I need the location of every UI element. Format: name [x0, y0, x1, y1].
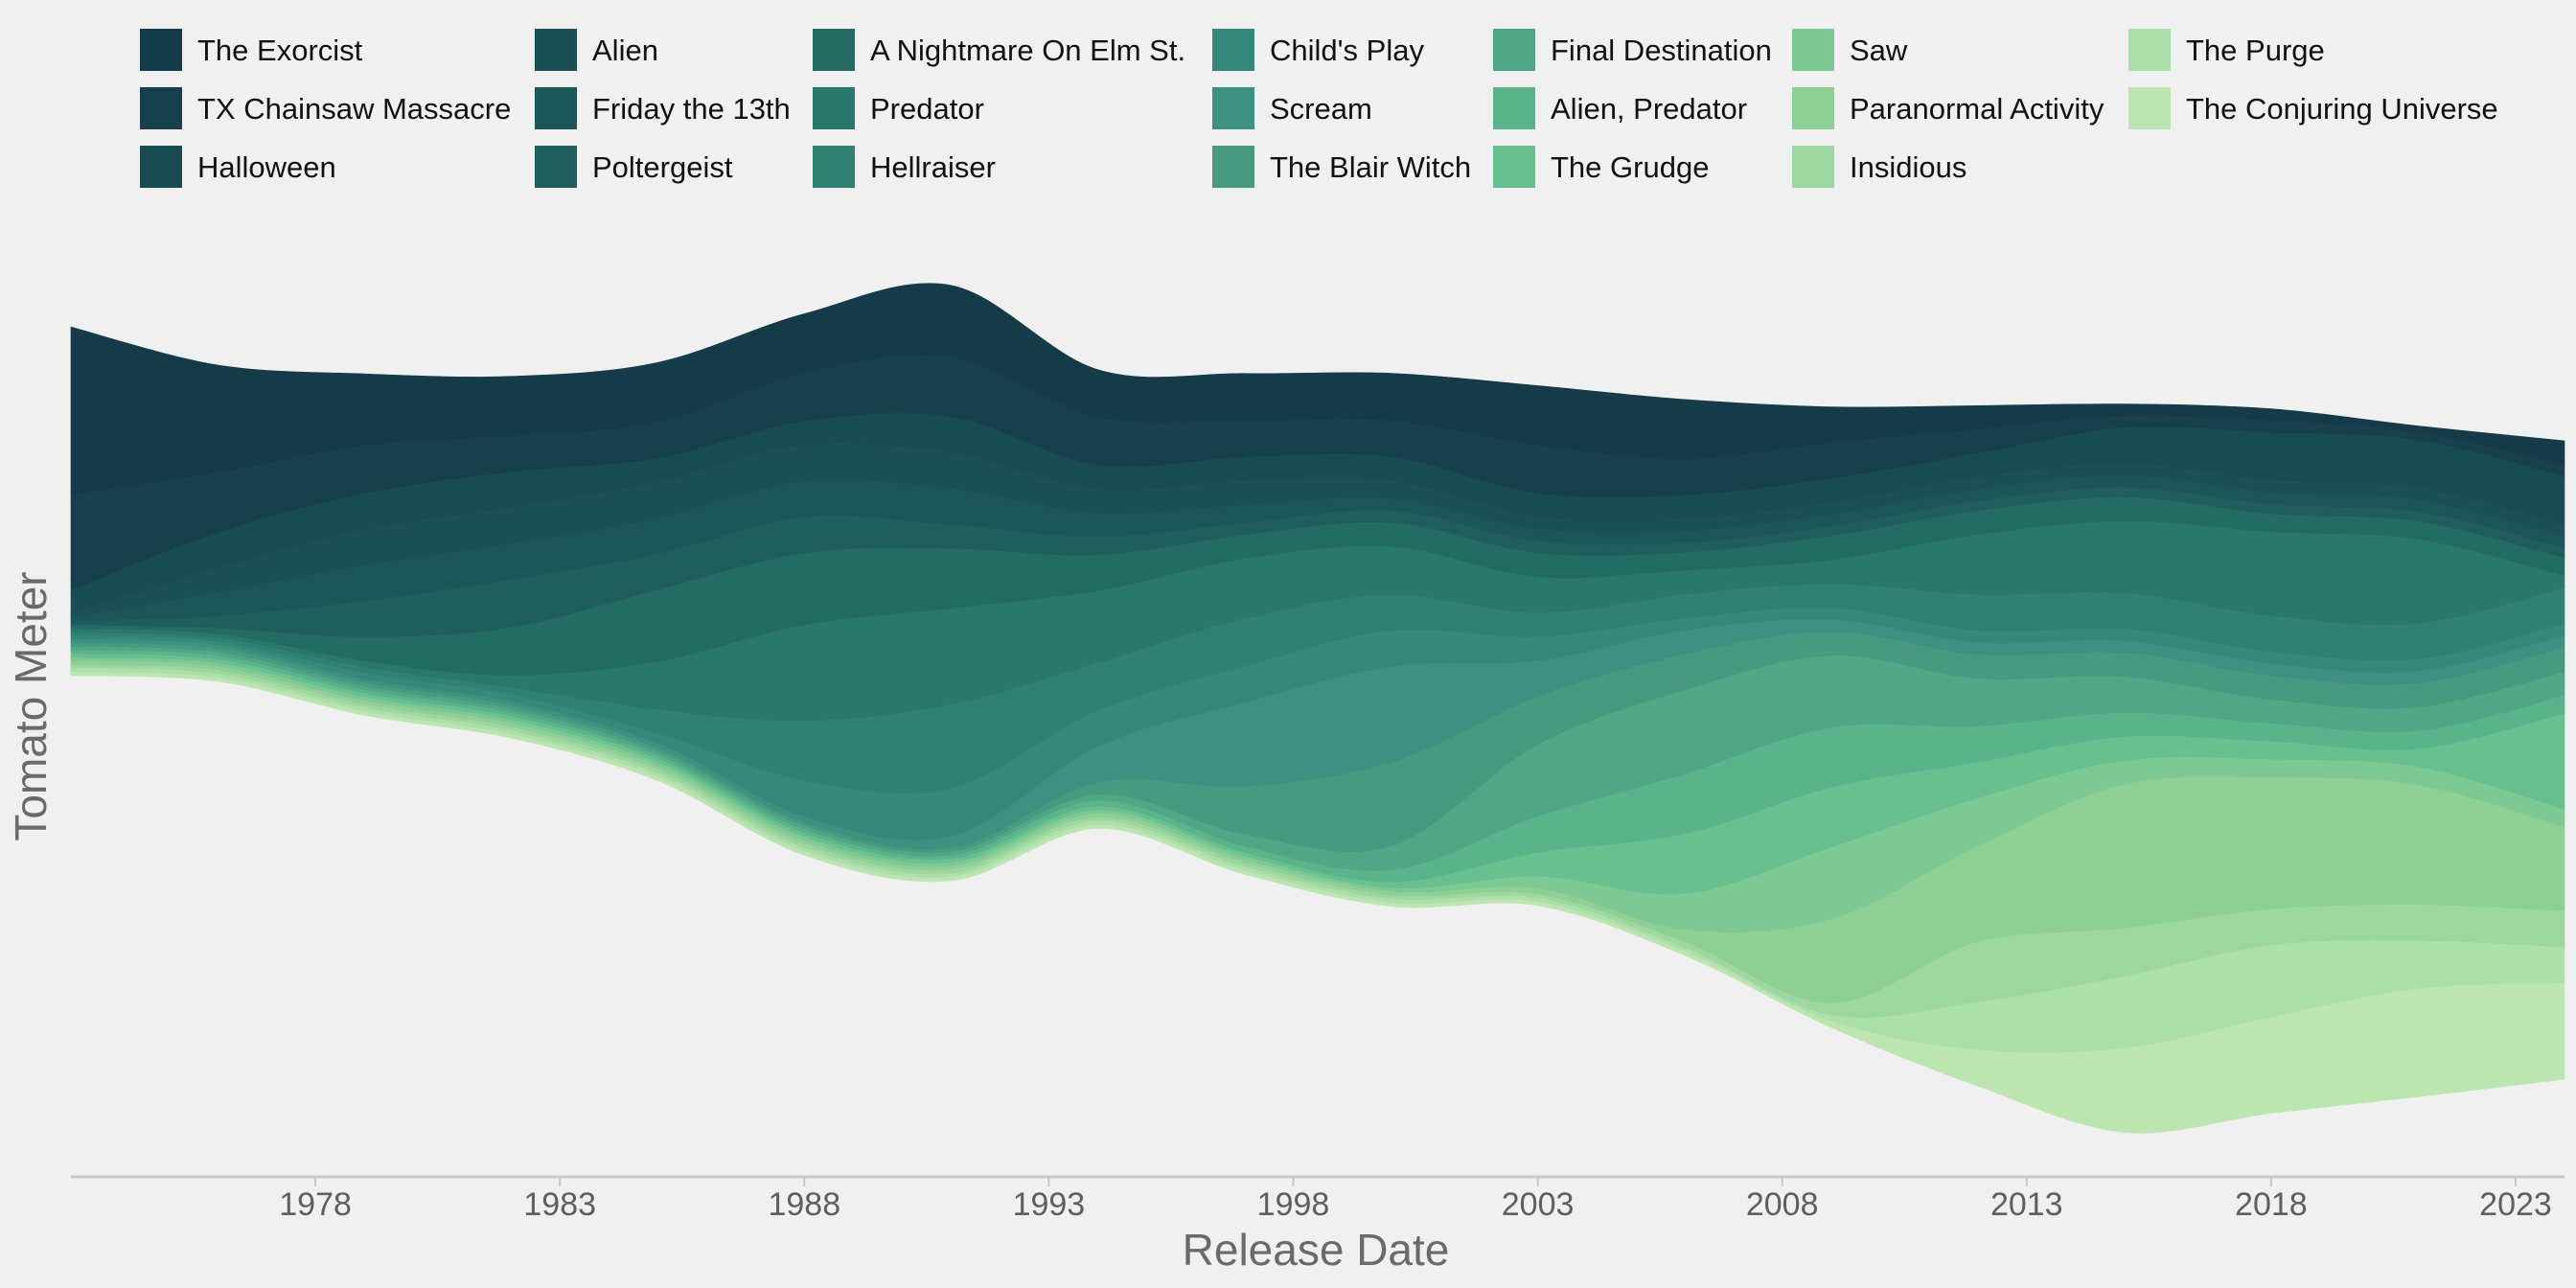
- legend-label: The Exorcist: [197, 34, 363, 67]
- legend-item: Final Destination: [1493, 29, 1772, 71]
- legend-swatch: [1792, 29, 1834, 71]
- legend-item: Child's Play: [1212, 29, 1424, 71]
- legend-item: Friday the 13th: [535, 87, 791, 129]
- legend-label: Saw: [1850, 34, 1908, 67]
- legend-swatch: [1212, 29, 1254, 71]
- legend-swatch: [140, 146, 182, 188]
- legend-label: The Blair Witch: [1270, 150, 1471, 184]
- legend-item: The Conjuring Universe: [2128, 87, 2498, 129]
- legend-swatch: [140, 87, 182, 129]
- legend-swatch: [140, 29, 182, 71]
- legend-swatch: [1493, 146, 1535, 188]
- legend-swatch: [2128, 87, 2171, 129]
- legend-label: Final Destination: [1551, 34, 1772, 67]
- x-tick-label: 2003: [1502, 1186, 1575, 1223]
- legend-label: Alien: [592, 34, 658, 67]
- x-axis-title: Release Date: [1183, 1225, 1450, 1275]
- legend-item: Alien: [535, 29, 658, 71]
- legend-item: Poltergeist: [535, 146, 733, 188]
- legend-item: Scream: [1212, 87, 1372, 129]
- x-axis-ticks: 1978 1983 1988 1993 1998 2003 2008 2013 2018 2023: [279, 1177, 2552, 1223]
- legend-swatch: [813, 29, 855, 71]
- legend-swatch: [1493, 87, 1535, 129]
- legend-label: TX Chainsaw Massacre: [197, 92, 511, 126]
- legend-swatch: [535, 29, 577, 71]
- legend-swatch: [1792, 87, 1834, 129]
- legend-item: Halloween: [140, 146, 336, 188]
- y-axis-title: Tomato Meter: [6, 571, 56, 840]
- legend-item: Hellraiser: [813, 146, 996, 188]
- legend-label: Poltergeist: [592, 150, 733, 184]
- legend-swatch: [535, 87, 577, 129]
- legend-swatch: [1792, 146, 1834, 188]
- legend-label: Paranormal Activity: [1850, 92, 2104, 126]
- legend-item: Insidious: [1792, 146, 1966, 188]
- legend-label: The Purge: [2186, 34, 2325, 67]
- legend-item: Paranormal Activity: [1792, 87, 2104, 129]
- legend-item: Saw: [1792, 29, 1908, 71]
- legend-swatch: [1212, 146, 1254, 188]
- legend-label: Halloween: [197, 150, 336, 184]
- legend-item: Alien, Predator: [1493, 87, 1747, 129]
- x-tick-label: 2018: [2235, 1186, 2308, 1223]
- x-tick-label: 1978: [279, 1186, 352, 1223]
- legend-item: The Blair Witch: [1212, 146, 1471, 188]
- legend-swatch: [1212, 87, 1254, 129]
- x-tick-label: 1988: [768, 1186, 840, 1223]
- legend-swatch: [1493, 29, 1535, 71]
- legend-item: The Grudge: [1493, 146, 1709, 188]
- x-tick-label: 2008: [1746, 1186, 1819, 1223]
- legend-swatch: [535, 146, 577, 188]
- legend-label: Scream: [1270, 92, 1372, 126]
- stream-layers: [70, 283, 2565, 1134]
- legend-label: The Grudge: [1551, 150, 1709, 184]
- x-tick-label: 1993: [1013, 1186, 1086, 1223]
- legend-item: The Exorcist: [140, 29, 363, 71]
- legend-item: The Purge: [2128, 29, 2325, 71]
- legend-label: Friday the 13th: [592, 92, 791, 126]
- legend-label: Predator: [870, 92, 984, 126]
- x-tick-label: 1998: [1257, 1186, 1330, 1223]
- legend: The Exorcist TX Chainsaw Massacre Hallowee…: [140, 29, 2498, 188]
- legend-label: Hellraiser: [870, 150, 996, 184]
- legend-label: Child's Play: [1270, 34, 1424, 67]
- x-tick-label: 2013: [1990, 1186, 2063, 1223]
- stream-layer-the-conjuring-universe: [70, 671, 2565, 1134]
- legend-item: TX Chainsaw Massacre: [140, 87, 511, 129]
- legend-swatch: [813, 87, 855, 129]
- legend-swatch: [813, 146, 855, 188]
- legend-label: A Nightmare On Elm St.: [870, 34, 1185, 67]
- x-tick-label: 2023: [2479, 1186, 2552, 1223]
- legend-label: Insidious: [1850, 150, 1966, 184]
- legend-item: Predator: [813, 87, 984, 129]
- legend-item: A Nightmare On Elm St.: [813, 29, 1185, 71]
- legend-swatch: [2128, 29, 2171, 71]
- legend-label: The Conjuring Universe: [2186, 92, 2498, 126]
- x-tick-label: 1983: [523, 1186, 596, 1223]
- legend-label: Alien, Predator: [1551, 92, 1747, 126]
